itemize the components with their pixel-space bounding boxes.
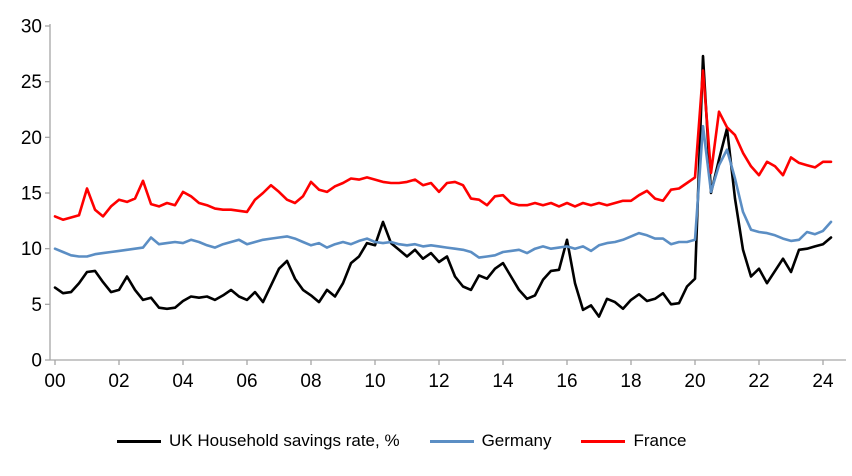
x-tick-label: 16	[556, 371, 577, 392]
x-tick-label: 20	[684, 371, 705, 392]
x-tick-label: 02	[108, 371, 129, 392]
x-axis-ticks: 00 02 04 06 08 10 12 14 16 18 20 22 24	[44, 360, 834, 392]
uk-legend-swatch	[117, 439, 161, 443]
y-tick-label: 10	[21, 239, 42, 260]
france-legend-label: France	[633, 431, 687, 450]
legend-item-france: France	[581, 431, 686, 451]
x-tick-label: 18	[620, 371, 641, 392]
y-tick-label: 5	[31, 295, 42, 316]
x-tick-label: 06	[236, 371, 257, 392]
germany-legend-label: Germany	[481, 431, 552, 450]
germany-legend-swatch	[429, 439, 474, 443]
x-tick-label: 00	[44, 371, 65, 392]
x-tick-label: 14	[492, 371, 514, 392]
x-tick-label: 10	[364, 371, 385, 392]
chart-plot-area: 0 5 10 15 20 25 30 00 02 04 06 08 10 12 14 16 18 20 22 24	[21, 17, 846, 392]
y-tick-label: 20	[21, 128, 42, 149]
y-tick-label: 25	[21, 72, 42, 93]
x-tick-label: 08	[300, 371, 321, 392]
x-tick-label: 24	[812, 371, 834, 392]
germany-series-line	[53, 124, 833, 259]
france-series-line	[53, 69, 833, 221]
y-axis-ticks: 0 5 10 15 20 25 30	[21, 17, 50, 372]
uk-legend-label: UK Household savings rate, %	[169, 431, 400, 450]
x-tick-label: 12	[428, 371, 449, 392]
legend-item-germany: Germany	[429, 431, 552, 451]
x-tick-label: 04	[172, 371, 194, 392]
france-legend-swatch	[581, 439, 626, 443]
y-tick-label: 30	[21, 17, 42, 38]
y-tick-label: 15	[21, 184, 42, 205]
y-tick-label: 0	[31, 351, 42, 372]
legend-item-uk: UK Household savings rate, %	[117, 431, 400, 451]
x-tick-label: 22	[748, 371, 769, 392]
chart-legend: UK Household savings rate, % Germany Fra…	[117, 431, 686, 451]
